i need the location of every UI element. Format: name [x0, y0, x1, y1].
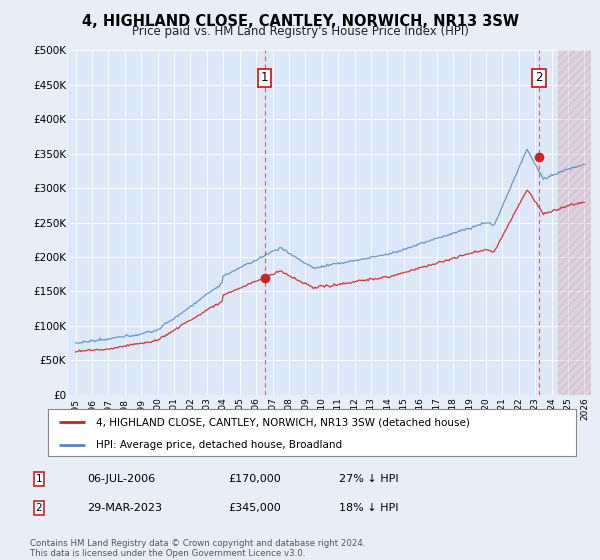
Text: 4, HIGHLAND CLOSE, CANTLEY, NORWICH, NR13 3SW: 4, HIGHLAND CLOSE, CANTLEY, NORWICH, NR1… [82, 14, 518, 29]
Text: 1: 1 [35, 474, 43, 484]
Text: Price paid vs. HM Land Registry's House Price Index (HPI): Price paid vs. HM Land Registry's House … [131, 25, 469, 38]
Text: 2: 2 [535, 72, 543, 85]
Text: 27% ↓ HPI: 27% ↓ HPI [339, 474, 398, 484]
Text: £345,000: £345,000 [228, 503, 281, 513]
Text: 1: 1 [261, 72, 268, 85]
Text: Contains HM Land Registry data © Crown copyright and database right 2024.
This d: Contains HM Land Registry data © Crown c… [30, 539, 365, 558]
Text: 18% ↓ HPI: 18% ↓ HPI [339, 503, 398, 513]
Bar [558, 50, 593, 395]
Text: 4, HIGHLAND CLOSE, CANTLEY, NORWICH, NR13 3SW (detached house): 4, HIGHLAND CLOSE, CANTLEY, NORWICH, NR1… [95, 417, 469, 427]
Text: 2: 2 [35, 503, 43, 513]
Text: £170,000: £170,000 [228, 474, 281, 484]
Text: 29-MAR-2023: 29-MAR-2023 [87, 503, 162, 513]
Text: 06-JUL-2006: 06-JUL-2006 [87, 474, 155, 484]
Text: HPI: Average price, detached house, Broadland: HPI: Average price, detached house, Broa… [95, 440, 341, 450]
